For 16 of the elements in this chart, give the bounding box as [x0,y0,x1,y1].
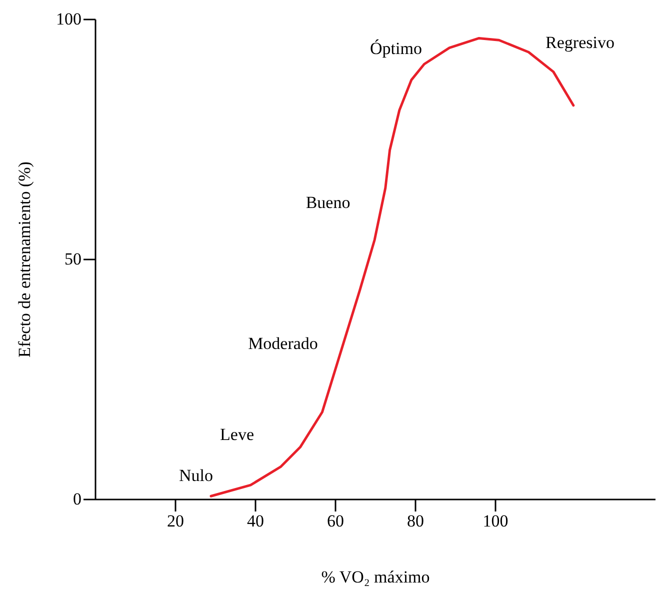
annotation: Moderado [248,334,318,353]
x-axis-title: % VO₂ máximo [321,568,430,586]
x-tick-label: 100 [482,512,508,530]
annotation: Leve [220,425,254,444]
y-tick-label: 100 [56,10,82,28]
annotation: Nulo [179,466,213,485]
x-tick-label: 40 [247,512,264,530]
y-axis-title: Efecto de entrenamiento (%) [15,162,34,358]
x-tick-label: 60 [327,512,344,530]
annotation: Bueno [306,193,350,212]
y-tick-label: 0 [73,490,82,508]
x-tick-label: 20 [167,512,184,530]
annotation: Óptimo [370,39,422,58]
x-tick-label: 80 [407,512,424,530]
annotation: Regresivo [546,33,614,52]
y-tick-label: 50 [64,250,82,268]
